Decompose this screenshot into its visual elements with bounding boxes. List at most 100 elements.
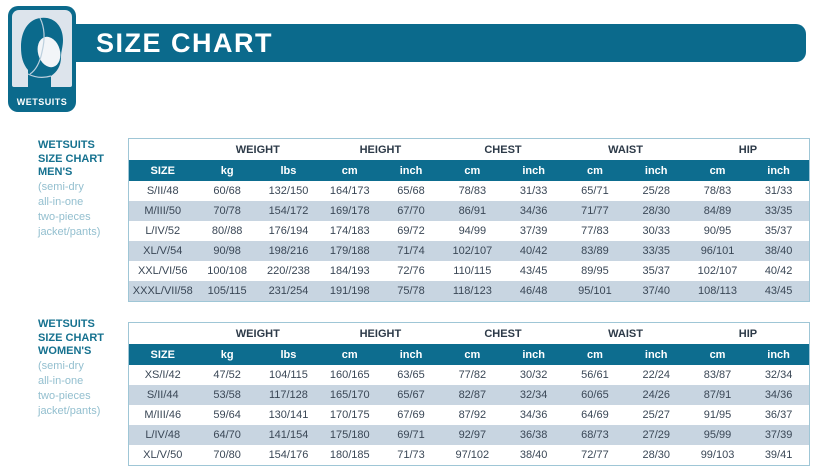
- value-cell: 94/99: [441, 221, 503, 241]
- unit-header: lbs: [257, 344, 320, 365]
- value-cell: 40/42: [748, 261, 810, 281]
- table-row: S/II/44 53/58 117/128 165/170 65/67 82/87 32/3…: [128, 385, 810, 405]
- value-cell: 47/52: [196, 365, 258, 385]
- value-cell: 39/41: [748, 445, 810, 466]
- table-row: L/IV/48 64/70 141/154 175/180 69/71 92/97 36/3…: [128, 425, 810, 445]
- caption-line: SIZE CHART: [38, 152, 104, 165]
- caption-subline: all-in-one: [38, 374, 84, 387]
- value-cell: 56/61: [564, 365, 626, 385]
- table-row: L/IV/52 80//88 176/194 174/183 69/72 94/99 37/…: [128, 221, 810, 241]
- value-cell: 35/37: [748, 221, 810, 241]
- value-cell: 165/170: [319, 385, 381, 405]
- size-column-header: SIZE: [128, 160, 197, 181]
- value-cell: 102/107: [441, 241, 503, 261]
- value-cell: 141/154: [257, 425, 320, 445]
- value-cell: 117/128: [257, 385, 320, 405]
- value-cell: 184/193: [319, 261, 381, 281]
- value-cell: 28/30: [625, 201, 687, 221]
- value-cell: 43/45: [502, 261, 565, 281]
- unit-header: inch: [748, 344, 810, 365]
- size-cell: L/IV/48: [128, 425, 197, 445]
- value-cell: 105/115: [196, 281, 258, 302]
- value-cell: 176/194: [257, 221, 320, 241]
- size-col-spacer: [128, 322, 197, 344]
- value-cell: 99/103: [686, 445, 749, 466]
- womens-size-table: WEIGHT HEIGHT CHEST WAIST HIP SIZE kg lbs cm inch…: [128, 322, 810, 466]
- size-cell: M/III/46: [128, 405, 197, 425]
- unit-header: cm: [441, 160, 503, 181]
- size-cell: XL/V/50: [128, 445, 197, 466]
- value-cell: 82/87: [441, 385, 503, 405]
- table-row: XS/I/42 47/52 104/115 160/165 63/65 77/82 30/3…: [128, 365, 810, 385]
- table-row: XXL/VI/56 100/108 220//238 184/193 72/76 110/…: [128, 261, 810, 281]
- caption-subline: jacket/pants): [38, 404, 101, 417]
- unit-header-row: SIZE kg lbs cm inch cm inch cm inch cm inch: [128, 344, 810, 365]
- value-cell: 78/83: [441, 181, 503, 201]
- caption-line: WETSUITS: [38, 139, 95, 151]
- value-cell: 65/67: [380, 385, 442, 405]
- value-cell: 160/165: [319, 365, 381, 385]
- value-cell: 118/123: [441, 281, 503, 302]
- value-cell: 75/78: [380, 281, 442, 302]
- value-cell: 220//238: [257, 261, 320, 281]
- unit-header: cm: [319, 160, 381, 181]
- logo-label: WETSUITS: [16, 97, 68, 107]
- value-cell: 46/48: [502, 281, 565, 302]
- unit-header: inch: [380, 160, 442, 181]
- value-cell: 174/183: [319, 221, 381, 241]
- value-cell: 72/77: [564, 445, 626, 466]
- caption-subline: all-in-one: [38, 195, 84, 208]
- caption-subline: (semi-dry: [38, 180, 84, 193]
- value-cell: 100/108: [196, 261, 258, 281]
- value-cell: 38/40: [748, 241, 810, 261]
- value-cell: 30/33: [625, 221, 687, 241]
- group-header: WAIST: [564, 322, 687, 344]
- size-cell: XXXL/VII/58: [128, 281, 197, 302]
- unit-header: lbs: [257, 160, 320, 181]
- unit-header: inch: [380, 344, 442, 365]
- value-cell: 180/185: [319, 445, 381, 466]
- value-cell: 154/176: [257, 445, 320, 466]
- value-cell: 87/92: [441, 405, 503, 425]
- mens-table-caption: WETSUITS SIZE CHART MEN'S (semi-dry all-…: [38, 139, 130, 240]
- value-cell: 97/102: [441, 445, 503, 466]
- value-cell: 34/36: [502, 405, 565, 425]
- group-header: HEIGHT: [319, 138, 442, 160]
- value-cell: 65/68: [380, 181, 442, 201]
- value-cell: 78/83: [686, 181, 749, 201]
- wetsuits-logo: WETSUITS: [8, 6, 76, 112]
- size-column-header: SIZE: [128, 344, 197, 365]
- value-cell: 31/33: [502, 181, 565, 201]
- unit-header: inch: [502, 344, 565, 365]
- caption-line: WETSUITS: [38, 318, 95, 330]
- value-cell: 83/87: [686, 365, 749, 385]
- unit-header: inch: [625, 160, 687, 181]
- value-cell: 37/39: [748, 425, 810, 445]
- value-cell: 91/95: [686, 405, 749, 425]
- value-cell: 31/33: [748, 181, 810, 201]
- size-cell: XL/V/54: [128, 241, 197, 261]
- mens-size-table: WEIGHT HEIGHT CHEST WAIST HIP SIZE kg lbs cm inch…: [128, 138, 810, 302]
- title-banner: SIZE CHART: [40, 24, 806, 62]
- logo-panel: [12, 10, 72, 87]
- value-cell: 37/40: [625, 281, 687, 302]
- group-header: WEIGHT: [196, 322, 320, 344]
- value-cell: 96/101: [686, 241, 749, 261]
- unit-header: cm: [319, 344, 381, 365]
- value-cell: 65/71: [564, 181, 626, 201]
- unit-header: inch: [748, 160, 810, 181]
- value-cell: 64/69: [564, 405, 626, 425]
- value-cell: 22/24: [625, 365, 687, 385]
- page-title: SIZE CHART: [96, 27, 273, 58]
- value-cell: 28/30: [625, 445, 687, 466]
- caption-subline: two-pieces: [38, 210, 91, 223]
- value-cell: 36/38: [502, 425, 565, 445]
- group-header: WAIST: [564, 138, 687, 160]
- value-cell: 175/180: [319, 425, 381, 445]
- value-cell: 108/113: [686, 281, 749, 302]
- value-cell: 25/27: [625, 405, 687, 425]
- unit-header: inch: [502, 160, 565, 181]
- value-cell: 35/37: [625, 261, 687, 281]
- value-cell: 33/35: [625, 241, 687, 261]
- value-cell: 70/78: [196, 201, 258, 221]
